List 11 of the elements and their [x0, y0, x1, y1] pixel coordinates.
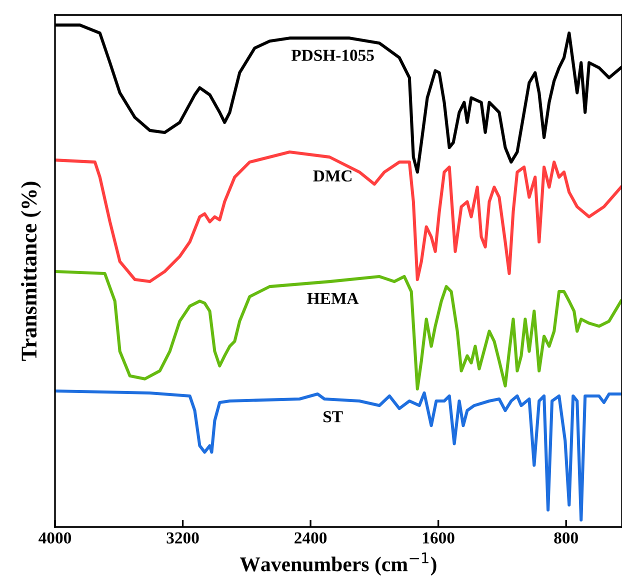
x-tick-label: 800: [554, 532, 578, 544]
x-tick-label: 2400: [294, 532, 327, 544]
series-label: DMC: [313, 170, 352, 182]
x-tick-label: 4000: [38, 532, 72, 544]
y-axis-title: Transmittance (%): [20, 182, 42, 361]
x-tick-label: 1600: [422, 532, 454, 544]
x-axis-title: Wavenumbers (cm$^{−1}$): [240, 552, 436, 576]
x-tick-label: 3200: [166, 532, 199, 544]
series-label: PDSH-1055: [291, 50, 374, 61]
series-label: HEMA: [307, 292, 359, 304]
series-label: ST: [324, 411, 343, 422]
